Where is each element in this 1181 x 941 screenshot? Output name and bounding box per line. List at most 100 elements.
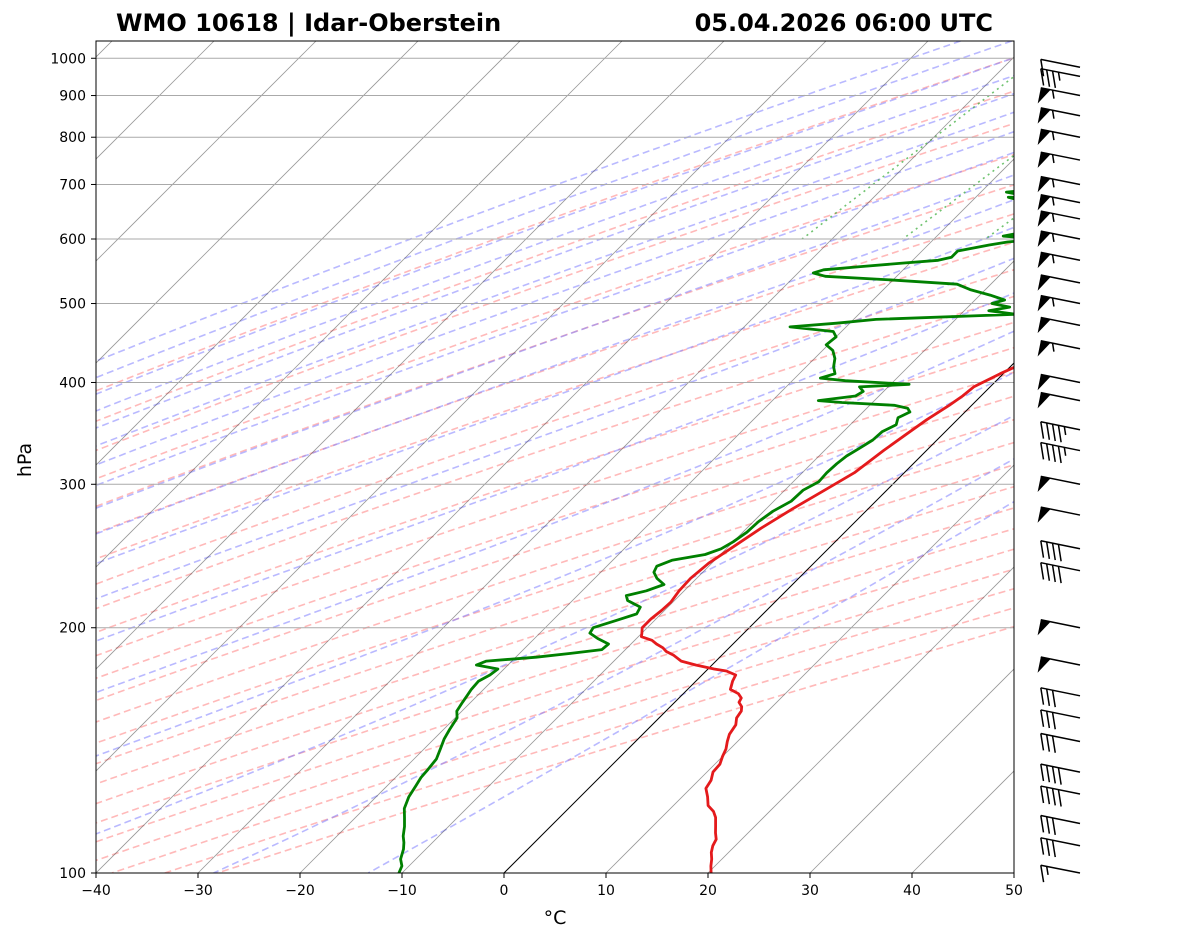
barb-full [1040, 68, 1045, 86]
moist-adiabat [96, 130, 1014, 466]
wind-barb [1037, 506, 1081, 523]
dry-adiabat [96, 122, 1014, 452]
barb-flag [1037, 129, 1051, 146]
dry-adiabat [96, 371, 1014, 680]
x-tick-label: −10 [387, 883, 417, 899]
moist-adiabat [96, 198, 1014, 535]
x-tick-label: 0 [500, 883, 509, 899]
barb-flag [1037, 107, 1051, 124]
wind-barb [1040, 864, 1081, 883]
moist-adiabat [96, 292, 1014, 642]
y-tick-label: 500 [59, 297, 86, 313]
dry-adiabat [96, 57, 1014, 392]
barb-flag [1037, 176, 1051, 193]
station-title: WMO 10618 | Idar-Oberstein [116, 9, 501, 37]
barb-shaft [1040, 340, 1081, 350]
wind-barb [1037, 373, 1081, 391]
moist-adiabat [96, 56, 1014, 395]
barb-flag [1037, 211, 1051, 227]
barb-full [1040, 540, 1045, 558]
isotherm [707, 566, 1014, 873]
wind-barb [1040, 732, 1081, 753]
barb-full [1051, 712, 1056, 730]
dry-adiabat [96, 183, 1014, 508]
barb-full [1051, 788, 1056, 806]
barb-flag [1037, 194, 1051, 211]
barb-full [1045, 688, 1051, 707]
barb-full [1051, 817, 1056, 835]
barb-full [1045, 838, 1051, 856]
wind-barb [1037, 210, 1081, 227]
wind-barb [1037, 294, 1081, 312]
barb-half [1051, 343, 1055, 352]
x-axis-label: °C [544, 907, 567, 929]
barb-half [1063, 447, 1067, 456]
barb-flag [1037, 317, 1051, 334]
moist-adiabat [96, 151, 1014, 487]
barb-full [1045, 765, 1051, 783]
wind-barbs [1037, 58, 1081, 883]
barb-full [1045, 816, 1051, 834]
wind-barb [1040, 67, 1081, 88]
barb-half [1051, 110, 1055, 119]
barb-half [1051, 254, 1055, 264]
barb-half [1051, 297, 1055, 307]
moist-adiabat [96, 174, 1014, 510]
dry-adiabat [96, 295, 1014, 610]
x-tick-label: 30 [801, 883, 819, 899]
background-lines [96, 41, 1014, 873]
barb-full [1040, 764, 1045, 782]
wind-barb [1040, 709, 1081, 730]
barb-full [1051, 70, 1057, 88]
x-tick-label: −30 [183, 883, 213, 899]
isotherm [299, 158, 1014, 873]
barb-half [1045, 866, 1049, 875]
plot-frame [95, 40, 1015, 874]
dry-adiabat [96, 321, 1014, 634]
barb-full [1040, 865, 1045, 883]
barb-shaft [1040, 475, 1081, 486]
dry-adiabat [96, 418, 1014, 723]
barb-half [1051, 213, 1055, 222]
barb-shaft [1040, 656, 1081, 666]
barb-full [1051, 766, 1056, 784]
barb-shaft [1040, 87, 1081, 97]
barb-shaft [1040, 619, 1081, 629]
y-tick-label: 200 [59, 621, 86, 637]
barb-half [1051, 233, 1055, 243]
isotherm [96, 41, 317, 262]
moist-adiabat [96, 414, 1014, 835]
barb-flag [1037, 275, 1051, 291]
barb-full [1040, 59, 1045, 77]
wind-barb [1037, 656, 1081, 673]
barb-full [1057, 767, 1062, 785]
barb-shaft [1040, 316, 1081, 327]
wind-barb [1037, 151, 1081, 168]
barb-half [1051, 154, 1055, 164]
dry-adiabat [96, 268, 1014, 585]
barb-full [1040, 815, 1045, 833]
wind-barb [1037, 128, 1081, 146]
wind-barb [1037, 107, 1081, 124]
barb-flag [1037, 295, 1051, 312]
barb-flag [1037, 619, 1051, 636]
x-axis: −40 −30 −20 −10 0 10 20 30 40 50 [81, 873, 1023, 899]
moist-adiabat [96, 111, 1014, 447]
dewpoint-profile [397, 190, 1014, 873]
wind-barb [1037, 194, 1081, 211]
barb-flag [1037, 87, 1051, 104]
barb-full [1040, 687, 1045, 705]
x-tick-label: 40 [903, 883, 921, 899]
barb-full [1045, 422, 1051, 440]
y-tick-label: 800 [59, 130, 86, 146]
moist-adiabat [96, 41, 1012, 379]
isotherm [605, 464, 1014, 873]
y-tick-label: 400 [59, 375, 86, 391]
barb-full [1057, 425, 1062, 443]
wind-barb [1040, 58, 1081, 77]
barb-half [1051, 131, 1055, 141]
y-tick-label: 100 [59, 866, 86, 882]
y-tick-label: 600 [59, 232, 86, 248]
moist-adiabat [96, 41, 961, 362]
wind-barb [1040, 561, 1081, 584]
